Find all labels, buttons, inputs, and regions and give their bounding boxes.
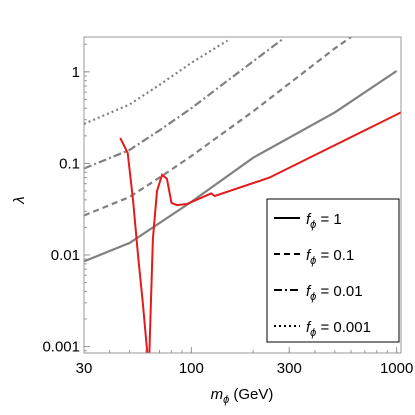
legend-label-4: fϕ = 0.001 [306,319,371,339]
x-axis-label: mϕ (GeV) [211,386,274,406]
series-line-4 [84,39,229,125]
x-tick-label: 30 [76,360,93,377]
constraint-curve [119,111,401,353]
legend-label-1: fϕ = 1 [306,211,342,231]
y-tick-label: 1 [72,64,80,81]
x-tick-label: 1000 [380,360,413,377]
x-tick-label: 300 [277,360,302,377]
legend-box [266,198,400,343]
x-tick-label: 100 [179,360,204,377]
legend-label-3: fϕ = 0.01 [306,283,363,303]
series-line-3 [84,37,284,170]
y-axis-label: λ [11,196,28,204]
legend-label-2: fϕ = 0.1 [306,247,354,267]
y-tick-label: 0.001 [42,339,80,356]
y-tick-label: 0.1 [59,155,80,172]
plot-frame [83,36,402,354]
series-line-1 [84,70,398,263]
series-line-2 [84,37,352,217]
legend: fϕ = 1 fϕ = 0.1 fϕ = 0.01 fϕ = 0.001 [266,198,400,343]
y-tick-label: 0.01 [51,247,80,264]
